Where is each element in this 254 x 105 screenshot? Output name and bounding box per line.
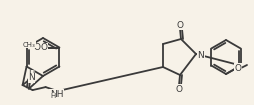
- Text: O: O: [234, 64, 241, 72]
- Text: H: H: [50, 93, 55, 99]
- Text: O: O: [175, 85, 182, 93]
- Text: N: N: [197, 51, 203, 60]
- Text: O: O: [34, 43, 41, 52]
- Text: N: N: [28, 73, 35, 82]
- Text: CH₃: CH₃: [23, 41, 36, 47]
- Text: H: H: [28, 70, 35, 79]
- Text: O: O: [41, 43, 48, 52]
- Text: O: O: [176, 20, 183, 30]
- Text: NH: NH: [50, 90, 63, 99]
